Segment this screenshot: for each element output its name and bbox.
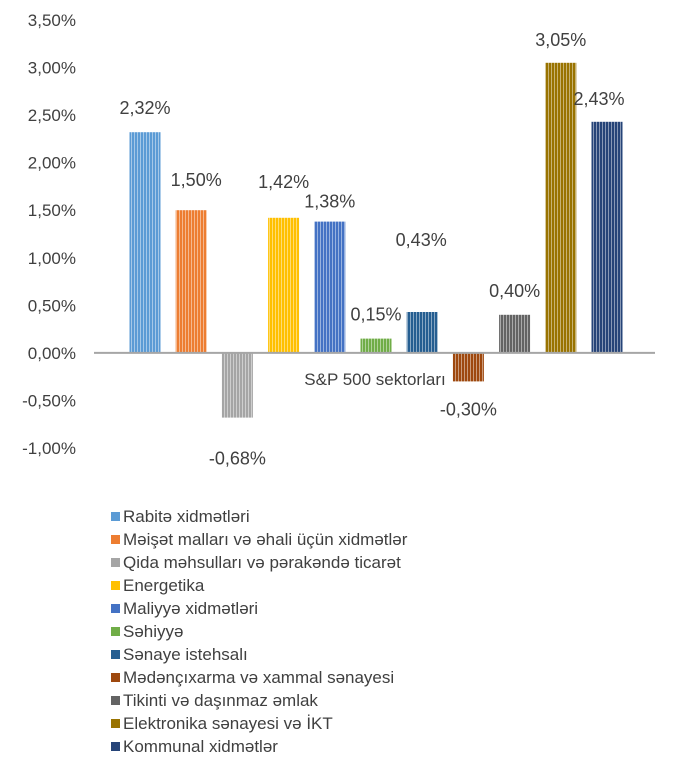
- data-label: 1,42%: [258, 172, 309, 192]
- legend-swatch: [111, 581, 120, 590]
- data-label: 0,15%: [350, 305, 401, 325]
- bar: [452, 352, 484, 382]
- x-axis-label: S&P 500 sektorları: [304, 370, 445, 389]
- legend-item: Sənaye istehsalı: [111, 643, 407, 666]
- bar: [129, 132, 161, 353]
- legend-item: Mədənçıxarma və xammal sənayesi: [111, 666, 407, 689]
- legend-label: Energetika: [123, 575, 205, 595]
- y-tick-label: 2,50%: [28, 106, 76, 125]
- bar: [545, 62, 577, 353]
- data-label: -0,68%: [209, 449, 266, 469]
- y-tick-label: 3,00%: [28, 59, 76, 78]
- data-label: 1,50%: [171, 170, 222, 190]
- y-tick-label: 1,50%: [28, 201, 76, 220]
- legend-label: Qida məhsulları və pərakəndə ticarət: [123, 552, 401, 572]
- legend-swatch: [111, 604, 120, 613]
- legend-item: Tikinti və daşınmaz əmlak: [111, 689, 407, 712]
- legend-item: Maliyyə xidmətləri: [111, 597, 407, 620]
- y-tick-label: 3,50%: [28, 11, 76, 30]
- legend-swatch: [111, 535, 120, 544]
- legend-item: Kommunal xidmətlər: [111, 735, 407, 758]
- bar: [221, 352, 253, 418]
- data-label: 0,43%: [396, 230, 447, 250]
- legend-swatch: [111, 673, 120, 682]
- data-label: 0,40%: [489, 281, 540, 301]
- legend-swatch: [111, 627, 120, 636]
- legend-swatch: [111, 558, 120, 567]
- bar: [499, 314, 531, 353]
- legend-label: Tikinti və daşınmaz əmlak: [123, 690, 318, 710]
- legend-item: Qida məhsulları və pərakəndə ticarət: [111, 551, 407, 574]
- legend-item: Energetika: [111, 574, 407, 597]
- data-label: -0,30%: [440, 399, 497, 419]
- legend-item: Elektronika sənayesi və İKT: [111, 712, 407, 735]
- bar: [360, 338, 392, 353]
- bars: [129, 62, 623, 418]
- data-label: 1,38%: [304, 192, 355, 212]
- bar: [406, 312, 438, 353]
- legend-label: Məişət malları və əhali üçün xidmətlər: [123, 529, 408, 549]
- legend-label: Rabitə xidmətləri: [123, 506, 250, 526]
- legend-label: Mədənçıxarma və xammal sənayesi: [123, 667, 395, 687]
- bar: [591, 121, 623, 353]
- legend-label: Səhiyyə: [123, 621, 184, 641]
- y-tick-label: -1,00%: [22, 439, 76, 458]
- legend-label: Kommunal xidmətlər: [123, 736, 278, 756]
- legend-item: Rabitə xidmətləri: [111, 505, 407, 528]
- bar: [314, 221, 346, 353]
- legend-item: Məişət malları və əhali üçün xidmətlər: [111, 528, 407, 551]
- data-label: 2,32%: [119, 98, 170, 118]
- bar-chart: -1,00% -0,50% 0,00% 0,50% 1,00% 1,50% 2,00% 2,5…: [22, 11, 655, 469]
- legend-swatch: [111, 512, 120, 521]
- legend-swatch: [111, 719, 120, 728]
- y-axis-tick-labels: -1,00% -0,50% 0,00% 0,50% 1,00% 1,50% 2,00% 2,5…: [22, 11, 76, 458]
- legend-swatch: [111, 742, 120, 751]
- data-label: 3,05%: [535, 30, 586, 50]
- legend-item: Səhiyyə: [111, 620, 407, 643]
- data-labels: 2,32% 1,50% -0,68% 1,42%1,38% 0,15% 0,43% -0,3…: [119, 30, 624, 469]
- y-tick-label: -0,50%: [22, 391, 76, 410]
- legend-swatch: [111, 696, 120, 705]
- legend-label: Elektronika sənayesi və İKT: [123, 713, 333, 733]
- legend-swatch: [111, 650, 120, 659]
- legend-label: Maliyyə xidmətləri: [123, 598, 259, 618]
- bar: [175, 210, 207, 353]
- legend: Rabitə xidmətləri Məişət malları və əhali…: [111, 505, 407, 758]
- y-tick-label: 0,00%: [28, 344, 76, 363]
- y-tick-label: 1,00%: [28, 249, 76, 268]
- data-label: 2,43%: [573, 89, 624, 109]
- y-tick-label: 0,50%: [28, 296, 76, 315]
- bar: [268, 217, 300, 353]
- y-tick-label: 2,00%: [28, 154, 76, 173]
- legend-label: Sənaye istehsalı: [123, 644, 248, 664]
